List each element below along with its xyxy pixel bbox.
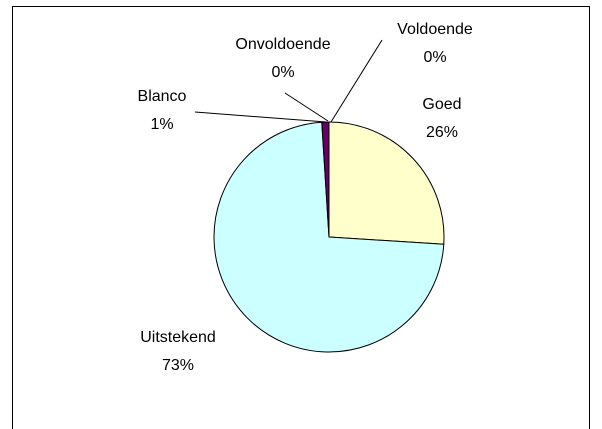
slice-label: Onvoldoende bbox=[235, 36, 330, 53]
leader-line bbox=[194, 111, 327, 123]
slice-value-label: 1% bbox=[150, 116, 173, 133]
slice-label: Voldoende bbox=[397, 21, 473, 38]
slice-label: Goed bbox=[422, 96, 461, 113]
pie-slice bbox=[328, 121, 445, 245]
slice-label: Blanco bbox=[138, 88, 187, 105]
slice-value-label: 73% bbox=[162, 357, 194, 374]
leader-line bbox=[330, 39, 383, 123]
pie-slice bbox=[213, 121, 445, 353]
slice-label: Uitstekend bbox=[140, 329, 216, 346]
slice-value-label: 26% bbox=[426, 124, 458, 141]
chart-frame bbox=[12, 6, 590, 429]
leader-line bbox=[284, 92, 329, 122]
slice-value-label: 0% bbox=[423, 49, 446, 66]
slice-value-label: 0% bbox=[271, 64, 294, 81]
